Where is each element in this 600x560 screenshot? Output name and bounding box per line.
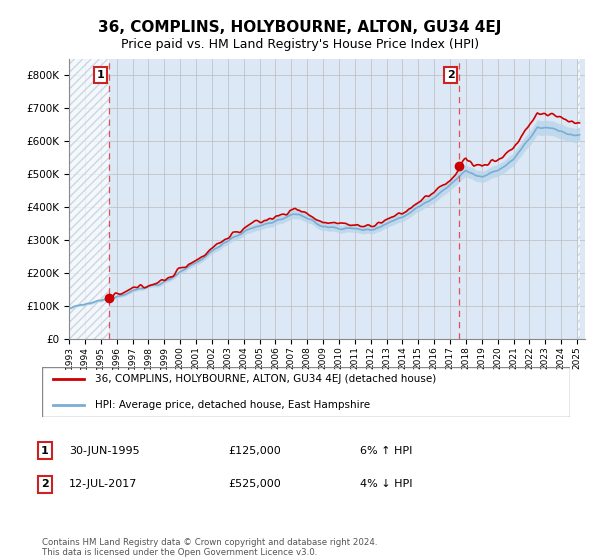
Text: 1: 1 [97,70,104,80]
Text: £125,000: £125,000 [228,446,281,456]
Text: Contains HM Land Registry data © Crown copyright and database right 2024.
This d: Contains HM Land Registry data © Crown c… [42,538,377,557]
Text: 36, COMPLINS, HOLYBOURNE, ALTON, GU34 4EJ: 36, COMPLINS, HOLYBOURNE, ALTON, GU34 4E… [98,20,502,35]
Text: 2: 2 [41,479,49,489]
Text: 12-JUL-2017: 12-JUL-2017 [69,479,137,489]
Text: Price paid vs. HM Land Registry's House Price Index (HPI): Price paid vs. HM Land Registry's House … [121,38,479,51]
Text: 36, COMPLINS, HOLYBOURNE, ALTON, GU34 4EJ (detached house): 36, COMPLINS, HOLYBOURNE, ALTON, GU34 4E… [95,375,436,384]
Text: £525,000: £525,000 [228,479,281,489]
Text: 4% ↓ HPI: 4% ↓ HPI [360,479,413,489]
Text: HPI: Average price, detached house, East Hampshire: HPI: Average price, detached house, East… [95,400,370,409]
Text: 2: 2 [447,70,455,80]
Text: 6% ↑ HPI: 6% ↑ HPI [360,446,412,456]
Text: 1: 1 [41,446,49,456]
Text: 30-JUN-1995: 30-JUN-1995 [69,446,140,456]
